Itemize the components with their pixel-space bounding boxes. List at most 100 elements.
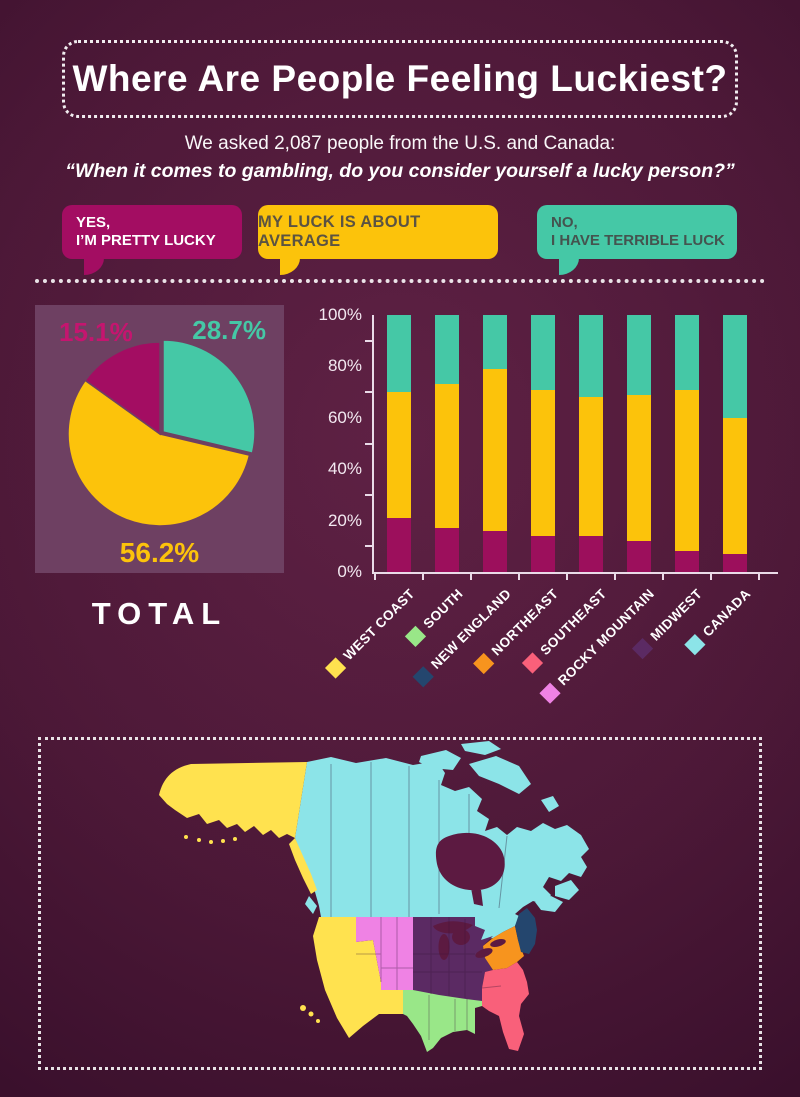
map-aleutian-islands	[184, 835, 237, 844]
answer-bubble-lucky-line1: YES,	[76, 214, 111, 232]
bar-segment	[723, 315, 747, 418]
region-legend-diamond-icon	[324, 657, 347, 679]
bar-segment	[435, 315, 459, 385]
map-midwest	[413, 917, 493, 1006]
region-legend-diamond-icon	[404, 625, 426, 647]
speech-tail-icon	[280, 258, 300, 275]
x-axis-tick	[710, 574, 712, 580]
dotted-divider	[35, 279, 765, 283]
y-axis-label: 20%	[327, 510, 362, 530]
x-axis-category: SOUTHEAST	[522, 586, 610, 674]
bar-segment	[531, 536, 555, 572]
map-hudson-bay	[435, 832, 505, 906]
x-axis-tick	[614, 574, 616, 580]
speech-tail-icon	[84, 258, 104, 275]
answer-bubble-terrible-line2: I HAVE TERRIBLE LUCK	[551, 232, 725, 249]
bar-plot-area	[372, 315, 778, 574]
bar-segment	[579, 315, 603, 398]
x-axis-tick	[422, 574, 424, 580]
x-axis-tick	[518, 574, 520, 580]
map-state-borders	[356, 917, 502, 1040]
bar-segment	[723, 554, 747, 572]
y-axis-label: 0%	[337, 562, 362, 581]
pie-label-terrible: 28.7%	[192, 315, 266, 345]
bar-segment	[435, 528, 459, 572]
region-legend-diamond-icon	[632, 638, 654, 660]
speech-tail-icon	[559, 258, 579, 275]
page-title: Where Are People Feeling Luckiest?	[72, 58, 728, 99]
bar-segment	[675, 551, 699, 572]
pie-slice	[67, 379, 251, 527]
region-legend-diamond-icon	[522, 652, 544, 674]
total-pie-chart	[67, 339, 255, 527]
bar-segment	[627, 315, 651, 395]
x-axis-category: NORTHEAST	[473, 586, 562, 675]
map-great-lakes	[433, 921, 506, 960]
map-arctic-islands	[419, 741, 559, 812]
map-rocky-mountain	[356, 917, 413, 990]
x-axis-tick	[470, 574, 472, 580]
x-axis-tick	[758, 574, 760, 580]
x-axis-tick	[374, 574, 376, 580]
bar-segment	[483, 368, 507, 531]
x-axis-category-label: CANADA	[699, 586, 754, 640]
intro-text: We asked 2,087 people from the U.S. and …	[0, 133, 800, 183]
bar-segment	[579, 397, 603, 537]
map-hawaii	[300, 1005, 320, 1023]
map-new-england	[515, 908, 537, 954]
y-axis-label: 100%	[318, 305, 362, 324]
map-vancouver-island	[305, 896, 317, 914]
region-map-box	[38, 737, 762, 1070]
bar-segment	[483, 315, 507, 369]
region-legend-diamond-icon	[539, 682, 562, 704]
bar-segment	[435, 384, 459, 529]
map-alaska	[159, 762, 317, 894]
pie-slice	[162, 339, 255, 455]
map-northeast	[483, 926, 524, 970]
region-legend-diamond-icon	[684, 634, 706, 656]
y-axis-label: 40%	[327, 459, 362, 479]
north-america-region-map	[159, 741, 589, 1052]
bar-segment	[387, 315, 411, 393]
bar-segment	[675, 315, 699, 390]
regional-stacked-bar-chart: 0% 20% 40% 60% 80% 100% WEST COAST SOUTH NEW ENG…	[300, 298, 786, 710]
answer-bubble-average: MY LUCK IS ABOUT AVERAGE	[258, 205, 498, 275]
y-axis-label: 60%	[327, 407, 362, 427]
intro-line1: We asked 2,087 people from the U.S. and …	[184, 133, 616, 154]
bar-segment	[531, 389, 555, 537]
pie-label-lucky: 15.1%	[59, 317, 133, 347]
pie-slice	[84, 341, 161, 436]
region-legend-diamond-icon	[473, 652, 495, 675]
map-atlantic-canada	[535, 880, 579, 912]
bar-segment	[387, 518, 411, 572]
region-legend-diamond-icon	[412, 666, 434, 688]
bar-segment	[675, 389, 699, 552]
y-axis-tick	[365, 442, 372, 445]
y-axis-tick	[365, 545, 372, 548]
bar-segment	[387, 392, 411, 519]
total-pie-card: 15.1% 28.7% 56.2%	[35, 305, 284, 573]
y-axis-tick	[365, 493, 372, 496]
x-axis-category-label: WEST COAST	[340, 586, 418, 664]
map-west-coast	[313, 917, 403, 1038]
bar-segment	[531, 315, 555, 390]
answer-bubble-lucky-line2: I’M PRETTY LUCKY	[76, 232, 216, 249]
x-axis-tick	[566, 574, 568, 580]
y-axis-tick	[365, 391, 372, 394]
answer-bubble-lucky: YES, I’M PRETTY LUCKY	[62, 205, 242, 275]
bar-segment	[579, 536, 603, 572]
bar-segment	[483, 530, 507, 572]
x-axis-category: WEST COAST	[324, 586, 418, 679]
answer-bubble-terrible: NO, I HAVE TERRIBLE LUCK	[537, 205, 737, 275]
bar-segment	[627, 541, 651, 572]
map-southeast	[482, 962, 529, 1051]
map-south	[403, 990, 482, 1052]
bar-segment	[723, 417, 747, 555]
pie-label-average: 56.2%	[119, 537, 200, 568]
y-axis-tick	[365, 339, 372, 342]
answer-bubble-average-line1: MY LUCK IS ABOUT AVERAGE	[258, 212, 421, 250]
bar-segment	[627, 394, 651, 542]
y-axis-label: 80%	[327, 356, 362, 376]
total-caption: TOTAL	[91, 596, 228, 631]
